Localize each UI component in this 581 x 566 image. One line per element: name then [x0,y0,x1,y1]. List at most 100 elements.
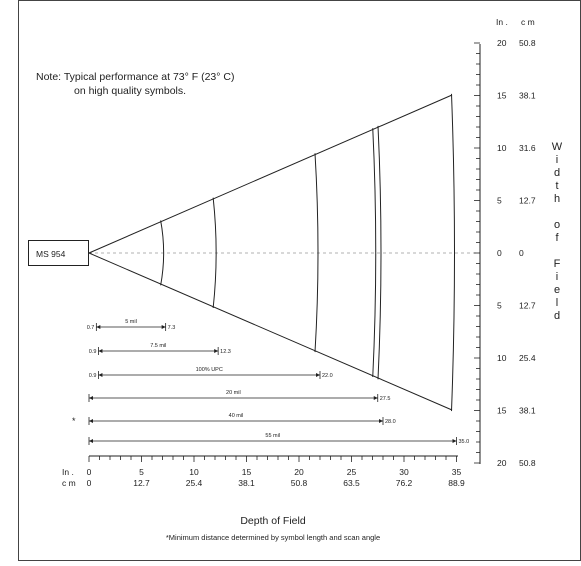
range-label: 100% UPC [196,367,223,373]
range-arrow-left [89,439,93,443]
y-tick-label-cm: 31.6 [519,143,536,153]
cone-arc-5 [377,125,382,380]
y-tick-label-cm: 38.1 [519,406,536,416]
y-tick-label-in: 10 [497,143,507,153]
range-arrow-right [214,349,219,353]
scanner-label: MS 954 [36,249,66,259]
x-tick-label-in: 20 [294,467,304,477]
y-title-letter: i [556,271,558,283]
y-title-letter: o [554,219,560,231]
range-row: 55 mil 35.0 [88,433,470,445]
range-end-value: 27.5 [380,396,391,402]
y-tick-label-in: 5 [497,301,502,311]
range-arrow-right [452,439,457,443]
range-start-value: 0.9 [89,349,97,355]
range-label: 55 mil [265,433,280,439]
asterisk-mark: * [72,416,76,426]
y-title-letter: l [556,297,558,309]
x-tick-label-in: 35 [452,467,462,477]
range-row: 7.5 mil 0.9 12.3 [89,343,231,355]
x-tick-label-in: 0 [87,467,92,477]
x-tick-label-in: 30 [399,467,409,477]
range-arrow-right [161,325,166,329]
cone-arc-3 [314,153,319,353]
range-end-value: 7.3 [168,325,176,331]
x-tick-label-in: 15 [242,467,252,477]
y-title-letter: i [556,154,558,166]
cone-arc-1 [160,220,165,286]
footnote: *Minimum distance determined by symbol l… [166,533,380,542]
x-unit-cm: c m [62,478,76,488]
range-arrow-left [89,396,93,400]
y-tick-label-cm: 50.8 [519,38,536,48]
y-tick-label-in: 15 [497,91,507,101]
y-title-letter: W [552,141,563,153]
y-title-letter: t [555,180,558,192]
range-arrow-right [373,396,378,400]
range-start-value: 0.9 [89,373,97,379]
x-axis-title: Depth of Field [240,515,306,527]
y-unit-cm: c m [521,17,535,27]
y-tick-label-in: 10 [497,353,507,363]
x-tick-label-in: 10 [189,467,199,477]
cone-upper-edge [88,94,453,254]
y-unit-in: In . [496,17,508,27]
range-row: 40 mil 28.0 [88,413,396,425]
cone-arc-2 [212,197,217,309]
y-tick-label-in: 20 [497,458,507,468]
range-arrow-right [379,419,383,423]
note-line-1: Note: Typical performance at 73° F (23° … [36,71,234,83]
range-arrow-left [89,419,93,423]
x-ticks [88,456,457,462]
range-end-value: 12.3 [220,349,231,355]
range-arrow-left [98,349,103,353]
range-label: 20 mil [226,390,241,396]
range-end-value: 28.0 [385,419,396,425]
range-arrow-right [316,373,320,377]
x-tick-label-cm: 0 [87,478,92,488]
range-label: 40 mil [229,413,244,419]
range-start-value: 0.7 [87,325,95,331]
x-unit-in: In . [62,467,74,477]
range-end-value: 22.0 [322,373,333,379]
y-tick-label-in: 5 [497,196,502,206]
y-title-letter: f [555,232,559,244]
range-label: 5 mil [125,319,137,325]
y-tick-label-in: 0 [497,248,502,258]
y-tick-label-cm: 50.8 [519,458,536,468]
x-tick-label-in: 5 [139,467,144,477]
y-title-letter: d [554,167,560,179]
range-row: 100% UPC 0.9 22.0 [89,367,333,379]
range-bars: 5 mil 0.7 7.3 7.5 mil 0.9 12.3 100% UPC 0.9 22.0… [87,319,470,445]
y-ticks [474,42,480,464]
y-tick-label-in: 15 [497,406,507,416]
x-tick-label-in: 25 [347,467,357,477]
cone-arc-6 [451,93,455,412]
y-title-letter: e [554,284,560,296]
x-tick-label-cm: 63.5 [343,478,360,488]
y-tick-label-cm: 25.4 [519,353,536,363]
y-title-letter: d [554,310,560,322]
range-end-value: 35.0 [459,439,470,445]
note-line-2: on high quality symbols. [74,85,186,97]
y-tick-label-cm: 0 [519,248,524,258]
cone-arc-4 [372,128,377,378]
y-tick-label-cm: 12.7 [519,196,536,206]
range-label: 7.5 mil [150,343,166,349]
cone-lower-edge [88,252,453,411]
range-arrow-left [96,325,101,329]
scan-cone [88,93,455,412]
y-tick-label-in: 20 [497,38,507,48]
x-tick-label-cm: 25.4 [186,478,203,488]
range-row: 20 mil 27.5 [88,390,391,402]
x-tick-label-cm: 88.9 [448,478,465,488]
y-title-letter: F [554,258,561,270]
y-tick-label-cm: 12.7 [519,301,536,311]
range-row: 5 mil 0.7 7.3 [87,319,176,331]
scanner-box [28,240,89,266]
